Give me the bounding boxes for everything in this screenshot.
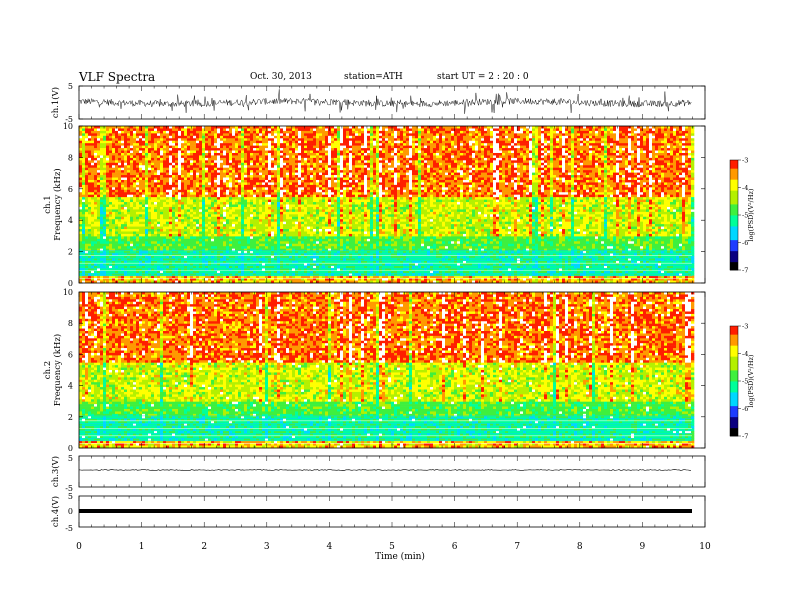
x-tick-label: 7	[514, 542, 520, 552]
ch4-waveform-trace	[79, 509, 692, 513]
ch3-y-ticks: 5-5	[65, 454, 73, 493]
x-tick-label: 10	[699, 542, 711, 552]
colorbar-tick-label: -7	[742, 267, 748, 275]
x-tick-label: 2	[201, 542, 207, 552]
ch2-spectrogram-ylabel: ch.2 Frequency (kHz)	[43, 334, 63, 406]
y-tick-label: 4	[68, 382, 73, 391]
x-axis-label: Time (min)	[375, 551, 425, 562]
y-tick-label: 0	[68, 279, 73, 288]
ch2-spectrogram	[79, 292, 694, 448]
x-tick-label: 4	[327, 542, 333, 552]
ch1-spectrogram	[79, 126, 694, 283]
ch1-waveform-trace	[79, 89, 692, 114]
y-tick-label: 4	[68, 216, 73, 225]
svg-text:ch.1(V): ch.1(V)	[50, 87, 61, 118]
station-label: station=ATH	[344, 72, 403, 82]
y-tick-label: 10	[63, 122, 73, 131]
x-tick-label: 8	[577, 542, 583, 552]
x-tick-label: 6	[452, 542, 458, 552]
colorbar-tick-label: -3	[742, 323, 748, 331]
colorbar-label: log(PSD)(V²/Hz)	[747, 354, 755, 407]
vlf-spectra-figure: 5-5ch.1(V)0246810ch.1 Frequency (kHz)-3-4…	[0, 0, 792, 612]
x-tick-label: 9	[640, 542, 646, 552]
y-tick-label: 10	[63, 288, 73, 297]
y-tick-label: 2	[68, 413, 73, 422]
ch3-waveform-ylabel: ch.3(V)	[50, 456, 61, 487]
y-tick-label: 8	[68, 153, 73, 162]
ch3-waveform-trace	[79, 470, 691, 471]
ch1-spectrogram-ylabel: ch.1 Frequency (kHz)	[43, 168, 63, 240]
x-tick-label: 1	[139, 542, 145, 552]
ch4-waveform-ylabel: ch.4(V)	[50, 496, 61, 527]
figure-title: VLF Spectra	[79, 70, 155, 84]
time-axis: 0 1 2 3 4 5 6 7 8 9 10 Time (min)	[76, 542, 711, 562]
y-tick-label: 8	[68, 319, 73, 328]
ch1-waveform-ylabel: ch.1(V)	[50, 87, 61, 118]
x-tick-label: 5	[389, 542, 395, 552]
date-label: Oct. 30, 2013	[250, 72, 312, 82]
colorbar-label: log(PSD)(V²/Hz)	[747, 188, 755, 241]
colorbar-tick-label: -7	[742, 433, 748, 441]
y-tick-label: 6	[68, 185, 73, 194]
colorbar-tick-label: -3	[742, 157, 748, 165]
start-time-label: start UT = 2 : 20 : 0	[437, 72, 529, 82]
y-tick-label: 2	[68, 248, 73, 257]
ch1-y-ticks: 5-5	[65, 82, 705, 124]
x-tick-label: 3	[264, 542, 270, 552]
x-tick-label: 0	[76, 542, 82, 552]
y-tick-label: 5	[68, 82, 73, 91]
y-tick-label: 6	[68, 350, 73, 359]
y-tick-label: 0	[68, 444, 73, 453]
ch4-y-ticks: 50-5	[65, 492, 73, 533]
